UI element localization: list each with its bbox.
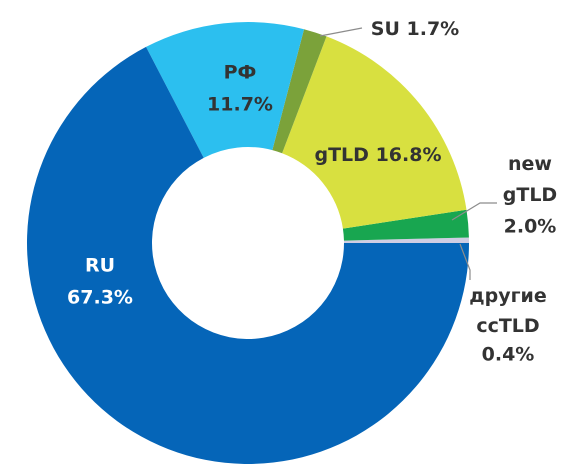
value-label: 2.0% <box>504 216 557 238</box>
value-label: 67.3% <box>67 287 133 309</box>
leader-line <box>319 27 363 37</box>
slice <box>27 46 470 464</box>
value-label: 0.4% <box>482 344 535 366</box>
slice-label: gTLD 16.8% <box>315 144 442 166</box>
category-label: RU <box>85 255 115 277</box>
category-label: другие ccTLD <box>469 285 546 337</box>
value-label: 11.7% <box>207 94 273 116</box>
slice <box>146 22 305 158</box>
slice <box>342 209 469 241</box>
leader-line <box>459 243 471 280</box>
category-label: РФ <box>224 62 257 84</box>
leader-line <box>451 202 497 221</box>
slice <box>343 237 469 243</box>
slice <box>272 29 327 154</box>
slice <box>282 36 467 229</box>
value-label: 16.8% <box>376 144 442 166</box>
category-label: new gTLD <box>503 153 557 206</box>
category-label: gTLD <box>315 144 369 166</box>
category-label: SU <box>371 18 400 40</box>
value-label: 1.7% <box>407 18 460 40</box>
slice-label: SU 1.7% <box>371 18 459 40</box>
